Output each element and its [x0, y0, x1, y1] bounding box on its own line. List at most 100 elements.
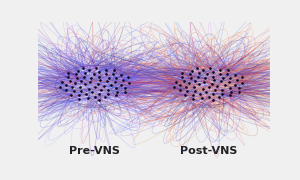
Point: [179, 76, 184, 79]
Point: [118, 73, 123, 76]
Point: [86, 87, 91, 90]
Point: [76, 69, 81, 72]
Point: [182, 93, 187, 96]
Point: [190, 69, 195, 72]
Ellipse shape: [193, 103, 224, 107]
Point: [113, 81, 118, 84]
Point: [76, 94, 81, 97]
Point: [105, 80, 110, 83]
Point: [218, 69, 222, 72]
Point: [211, 98, 216, 101]
Point: [182, 79, 186, 82]
Point: [232, 73, 237, 76]
Point: [202, 80, 207, 83]
Point: [91, 73, 96, 76]
Point: [227, 94, 232, 97]
Point: [126, 81, 131, 84]
Point: [184, 86, 189, 88]
Point: [95, 82, 100, 85]
Point: [229, 90, 234, 93]
Point: [106, 92, 111, 95]
Point: [192, 86, 197, 89]
Point: [190, 94, 195, 97]
Point: [87, 69, 92, 72]
Point: [74, 76, 79, 79]
Point: [106, 76, 111, 79]
Point: [82, 75, 87, 78]
Point: [111, 73, 116, 75]
Point: [196, 83, 201, 86]
Point: [83, 72, 88, 75]
Point: [85, 97, 90, 100]
Point: [68, 79, 72, 82]
Point: [203, 77, 208, 80]
Point: [209, 82, 214, 85]
Point: [93, 86, 98, 88]
Point: [64, 83, 69, 86]
Point: [172, 86, 176, 89]
Point: [97, 75, 101, 78]
Point: [211, 92, 216, 95]
Point: [236, 87, 241, 89]
Point: [101, 85, 106, 88]
Point: [81, 66, 86, 69]
Point: [74, 73, 78, 76]
Point: [104, 69, 109, 72]
Point: [59, 80, 64, 83]
Point: [220, 92, 225, 95]
Point: [97, 70, 101, 73]
Point: [211, 79, 216, 82]
Point: [88, 80, 93, 83]
Point: [193, 80, 198, 83]
Point: [187, 82, 192, 85]
Point: [106, 89, 111, 92]
Point: [123, 90, 128, 93]
Point: [205, 73, 210, 76]
Point: [84, 93, 88, 96]
Text: Post-VNS: Post-VNS: [180, 146, 237, 156]
Point: [82, 83, 87, 86]
Point: [218, 80, 223, 83]
Point: [122, 87, 127, 89]
Point: [119, 83, 124, 86]
Point: [114, 77, 119, 80]
Point: [212, 89, 217, 91]
Point: [70, 86, 75, 88]
Point: [207, 86, 212, 88]
Point: [103, 73, 108, 76]
Point: [79, 80, 84, 83]
Point: [237, 90, 242, 93]
Point: [235, 78, 240, 81]
Point: [97, 79, 102, 82]
Point: [225, 73, 230, 75]
Point: [58, 86, 62, 89]
Point: [220, 76, 225, 79]
Point: [193, 90, 197, 93]
Point: [188, 73, 192, 76]
Point: [206, 95, 211, 98]
Point: [97, 92, 102, 95]
Ellipse shape: [56, 66, 134, 105]
Point: [178, 89, 183, 91]
Point: [77, 98, 82, 100]
Point: [179, 72, 184, 75]
Point: [188, 76, 193, 79]
Point: [197, 72, 202, 75]
Point: [103, 96, 107, 98]
Point: [89, 77, 94, 80]
Point: [115, 90, 120, 93]
Point: [191, 98, 196, 100]
Point: [97, 98, 102, 101]
Point: [195, 66, 200, 69]
Point: [109, 84, 113, 87]
Ellipse shape: [170, 74, 247, 99]
Ellipse shape: [191, 96, 226, 108]
Point: [210, 70, 215, 73]
Point: [226, 69, 231, 71]
Point: [198, 93, 203, 96]
Ellipse shape: [79, 103, 110, 107]
Point: [68, 93, 73, 96]
Point: [201, 69, 206, 72]
Point: [79, 90, 84, 93]
Point: [217, 73, 222, 76]
